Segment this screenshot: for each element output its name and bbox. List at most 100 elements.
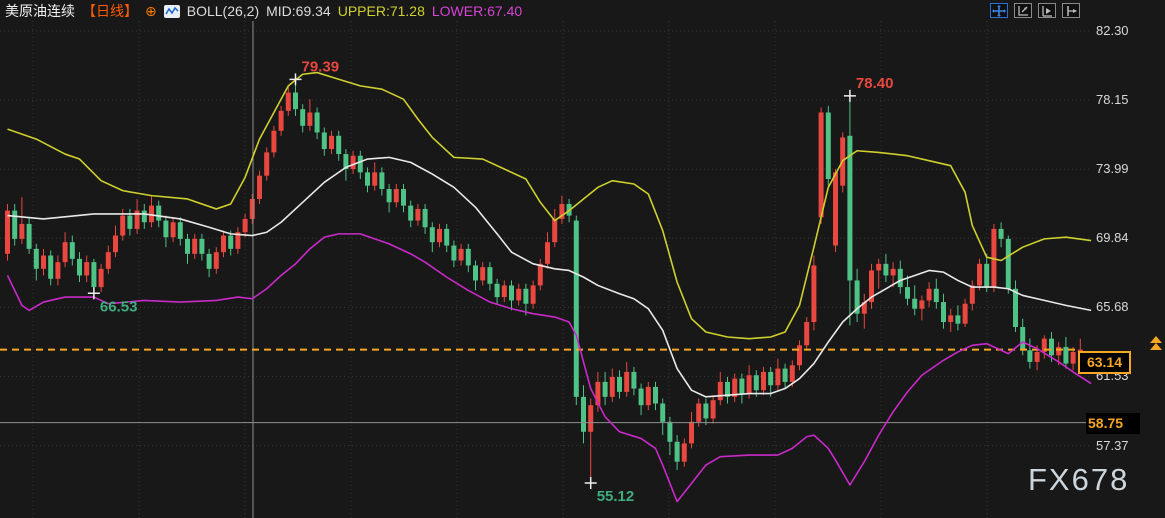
candle-up[interactable] bbox=[948, 315, 954, 323]
candle-up[interactable] bbox=[41, 255, 46, 269]
candle-up[interactable] bbox=[350, 155, 356, 170]
candle-up[interactable] bbox=[264, 152, 270, 176]
candle-up[interactable] bbox=[249, 198, 255, 219]
candle-down[interactable] bbox=[984, 263, 990, 288]
candle-down[interactable] bbox=[300, 109, 306, 126]
candle-up[interactable] bbox=[609, 376, 615, 397]
candle-down[interactable] bbox=[523, 288, 529, 304]
candle-down[interactable] bbox=[444, 228, 450, 246]
candle-up[interactable] bbox=[732, 378, 738, 397]
candle-up[interactable] bbox=[1041, 338, 1047, 352]
candle-up[interactable] bbox=[1070, 351, 1076, 364]
candle-up[interactable] bbox=[62, 242, 68, 263]
candle-down[interactable] bbox=[321, 132, 327, 150]
candle-up[interactable] bbox=[969, 285, 975, 304]
candle-up[interactable] bbox=[113, 235, 118, 253]
candle-down[interactable] bbox=[660, 403, 666, 422]
candle-down[interactable] bbox=[1063, 346, 1069, 364]
candle-down[interactable] bbox=[631, 371, 637, 389]
candle-down[interactable] bbox=[429, 227, 435, 243]
candle-up[interactable] bbox=[696, 403, 702, 422]
candle-down[interactable] bbox=[897, 268, 903, 288]
candle-down[interactable] bbox=[1020, 327, 1026, 351]
candle-down[interactable] bbox=[156, 205, 162, 221]
candle-down[interactable] bbox=[451, 245, 457, 261]
candle-up[interactable] bbox=[257, 175, 262, 199]
candle-up[interactable] bbox=[530, 285, 536, 304]
candle-up[interactable] bbox=[545, 242, 550, 264]
candle-down[interactable] bbox=[998, 228, 1004, 239]
candle-up[interactable] bbox=[55, 262, 61, 279]
candle-up[interactable] bbox=[717, 381, 723, 401]
candle-up[interactable] bbox=[307, 112, 313, 126]
candle-up[interactable] bbox=[926, 288, 932, 301]
candle-up[interactable] bbox=[134, 210, 140, 229]
candle-down[interactable] bbox=[401, 188, 406, 206]
candle-down[interactable] bbox=[725, 381, 730, 397]
candle-up[interactable] bbox=[746, 375, 752, 394]
candle-down[interactable] bbox=[386, 188, 392, 203]
candle-up[interactable] bbox=[278, 110, 284, 131]
candle-down[interactable] bbox=[739, 378, 745, 394]
candle-up[interactable] bbox=[105, 252, 111, 269]
candle-down[interactable] bbox=[357, 155, 363, 173]
candle-down[interactable] bbox=[638, 388, 644, 406]
candle-up[interactable] bbox=[285, 92, 291, 111]
scale-x-axis-tool-button[interactable] bbox=[1038, 3, 1056, 18]
line-chart-icon[interactable] bbox=[163, 4, 180, 18]
candle-up[interactable] bbox=[19, 223, 25, 239]
candle-down[interactable] bbox=[379, 172, 385, 189]
candle-down[interactable] bbox=[1027, 350, 1033, 362]
candle-up[interactable] bbox=[811, 265, 817, 323]
candle-up[interactable] bbox=[761, 371, 766, 391]
add-indicator-icon[interactable]: ⊕ bbox=[145, 3, 157, 19]
candle-down[interactable] bbox=[127, 215, 133, 229]
candle-up[interactable] bbox=[689, 421, 694, 444]
candle-up[interactable] bbox=[213, 252, 219, 269]
candle-up[interactable] bbox=[588, 405, 594, 432]
candle-down[interactable] bbox=[602, 381, 608, 397]
candle-up[interactable] bbox=[192, 238, 198, 254]
candle-down[interactable] bbox=[422, 208, 428, 228]
candle-down[interactable] bbox=[408, 205, 414, 221]
candle-up[interactable] bbox=[876, 263, 882, 271]
candle-down[interactable] bbox=[91, 262, 97, 288]
candle-up[interactable] bbox=[84, 262, 90, 276]
scale-y-axis-tool-button[interactable] bbox=[1014, 3, 1032, 18]
candle-down[interactable] bbox=[782, 368, 788, 382]
candle-down[interactable] bbox=[69, 242, 75, 259]
candle-up[interactable] bbox=[710, 400, 716, 419]
candle-up[interactable] bbox=[242, 218, 248, 233]
candle-up[interactable] bbox=[804, 322, 810, 346]
candle-up[interactable] bbox=[962, 303, 968, 324]
candle-up[interactable] bbox=[271, 130, 277, 153]
candle-up[interactable] bbox=[501, 285, 507, 298]
candle-down[interactable] bbox=[141, 210, 147, 223]
candle-down[interactable] bbox=[667, 421, 673, 442]
candle-down[interactable] bbox=[336, 135, 342, 155]
candle-down[interactable] bbox=[883, 263, 889, 276]
candle-up[interactable] bbox=[775, 368, 781, 386]
candle-down[interactable] bbox=[365, 172, 370, 186]
candle-up[interactable] bbox=[437, 228, 442, 243]
candle-down[interactable] bbox=[177, 222, 183, 239]
candle-down[interactable] bbox=[465, 248, 471, 266]
move-crosshair-tool-button[interactable] bbox=[990, 3, 1008, 18]
candle-up[interactable] bbox=[681, 443, 687, 462]
candle-up[interactable] bbox=[98, 268, 104, 288]
candle-down[interactable] bbox=[854, 280, 860, 314]
candle-up[interactable] bbox=[797, 345, 802, 366]
candle-down[interactable] bbox=[912, 298, 918, 309]
candle-up[interactable] bbox=[170, 222, 176, 238]
candle-up[interactable] bbox=[991, 228, 997, 288]
candle-up[interactable] bbox=[789, 365, 795, 382]
candle-down[interactable] bbox=[825, 112, 831, 180]
candle-down[interactable] bbox=[753, 375, 759, 391]
candle-up[interactable] bbox=[221, 235, 226, 253]
candle-down[interactable] bbox=[293, 92, 298, 110]
candle-down[interactable] bbox=[509, 285, 514, 301]
candle-down[interactable] bbox=[1005, 238, 1011, 289]
candle-up[interactable] bbox=[818, 112, 824, 218]
candle-down[interactable] bbox=[653, 386, 658, 404]
